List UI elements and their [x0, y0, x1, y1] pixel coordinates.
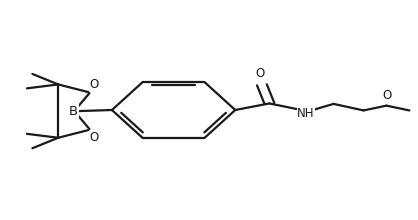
Text: NH: NH — [297, 107, 315, 120]
Text: O: O — [90, 131, 99, 144]
Text: O: O — [382, 89, 392, 102]
Text: O: O — [256, 67, 265, 80]
Text: O: O — [90, 78, 99, 92]
Text: B: B — [69, 104, 78, 118]
